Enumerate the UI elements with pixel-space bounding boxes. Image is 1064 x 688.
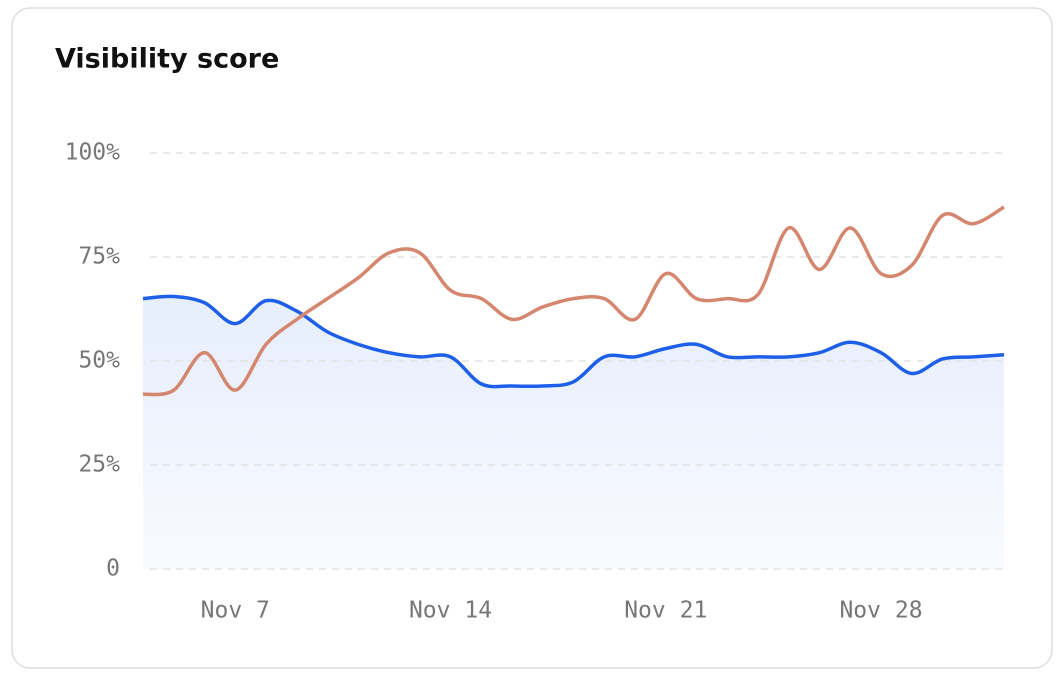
y-tick-label: 100% <box>65 140 121 166</box>
y-tick-label: 0 <box>106 556 120 582</box>
x-tick-label: Nov 7 <box>201 598 270 624</box>
chart-title: Visibility score <box>55 44 279 75</box>
x-tick-label: Nov 28 <box>839 598 922 624</box>
line <box>142 205 1005 397</box>
x-tick-label: Nov 14 <box>409 598 492 624</box>
y-tick-label: 50% <box>78 348 120 374</box>
line <box>142 294 1005 389</box>
x-tick-label: Nov 21 <box>624 598 707 624</box>
y-tick-label: 75% <box>78 244 120 270</box>
area <box>143 296 1004 569</box>
y-tick-label: 25% <box>78 452 120 478</box>
